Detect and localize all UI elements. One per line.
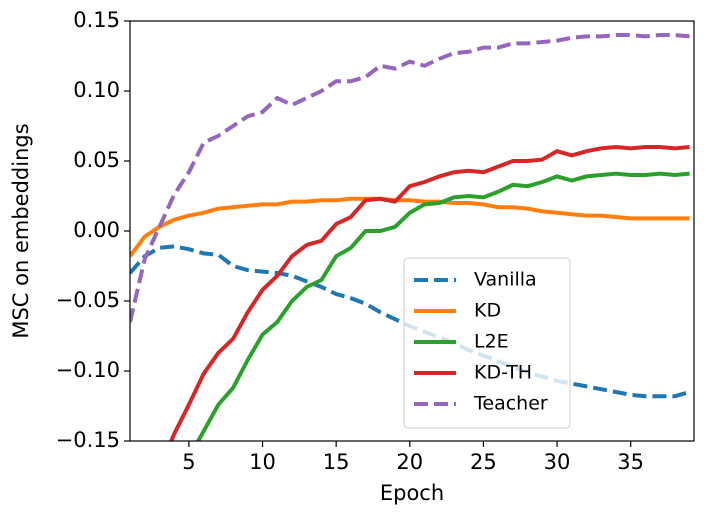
y-tick-label: −0.15 xyxy=(56,428,120,452)
x-tick-label: 10 xyxy=(249,450,276,474)
legend-label: KD-TH xyxy=(474,362,532,384)
y-tick-label: 0.00 xyxy=(73,218,120,242)
series-line xyxy=(169,144,690,441)
legend-label: Teacher xyxy=(473,393,548,415)
x-tick-label: 15 xyxy=(323,450,350,474)
x-axis-label: Epoch xyxy=(380,481,444,505)
legend-label: KD xyxy=(474,300,501,322)
legend-label: L2E xyxy=(474,331,509,353)
series-line xyxy=(195,171,690,441)
series-line xyxy=(130,196,690,258)
y-tick-label: 0.15 xyxy=(73,8,120,32)
legend-label: Vanilla xyxy=(474,269,537,291)
x-tick-label: 30 xyxy=(544,450,571,474)
x-tick-label: 35 xyxy=(617,450,644,474)
legend-box xyxy=(403,257,571,429)
x-tick-label: 20 xyxy=(396,450,423,474)
series-line xyxy=(130,33,690,323)
y-axis-label: MSC on embeddings xyxy=(9,123,33,338)
y-tick-label: −0.10 xyxy=(56,358,120,382)
plot-frame xyxy=(129,20,695,442)
y-tick-label: 0.10 xyxy=(73,78,120,102)
y-tick-label: −0.05 xyxy=(56,288,120,312)
x-tick-label: 5 xyxy=(182,450,195,474)
y-tick-label: 0.05 xyxy=(73,148,120,172)
x-tick-label: 25 xyxy=(470,450,497,474)
